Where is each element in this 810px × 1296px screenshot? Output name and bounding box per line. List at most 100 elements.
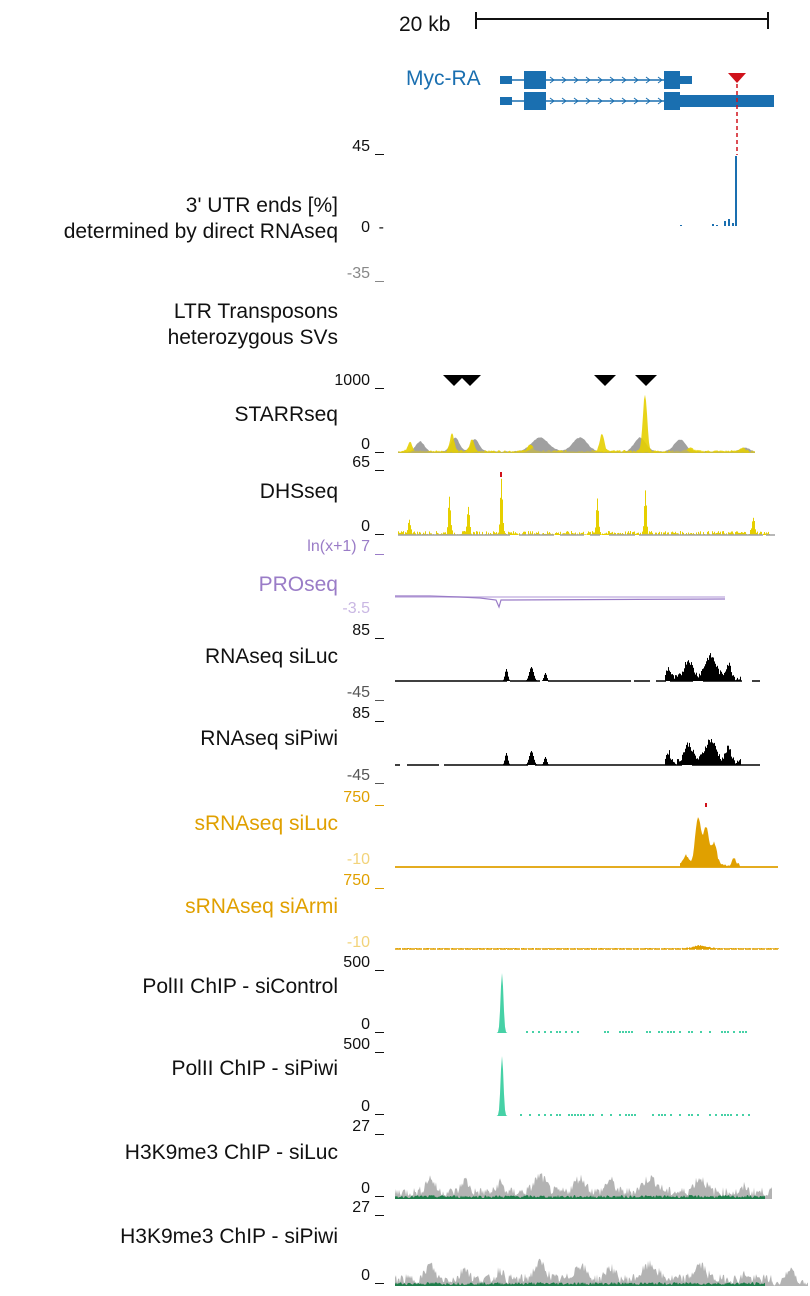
utr-end-marker-icon [728,73,746,83]
srnaseq-siarmi-signal-bar [759,948,760,949]
dhsseq-signal-bar [659,531,660,535]
srnaseq-siarmi-signal-bar [691,947,692,949]
srnaseq-siarmi-signal-bar [738,948,739,949]
rnaseq-sipiwi-signal-exon2-bar [669,750,670,765]
gene-name[interactable]: Myc-RA [406,67,481,90]
srnaseq-siarmi-signal-bar [538,948,539,949]
srnaseq-siarmi-signal-bar [716,948,717,949]
dhsseq-signal-bar [765,533,766,535]
utr-end-bar [735,156,737,226]
srnaseq-siarmi-signal-bar [466,948,467,949]
dhsseq-signal-bar [563,533,564,535]
rnaseq-siluc-signal-exon2-bar [699,673,700,681]
dhsseq-signal-bar [407,530,408,535]
rnaseq-siluc-signal-exon1-bar [508,676,509,681]
dhsseq-signal-bar [573,533,574,535]
srnaseq-siarmi-signal-bar [505,948,506,949]
dhsseq-signal-bar [564,533,565,535]
srnaseq-siarmi-signal-bar [545,948,546,949]
srnaseq-siarmi-signal-bar [649,948,650,949]
dhsseq-signal-bar [647,526,648,535]
rnaseq-sipiwi-signal-exon1-bar [548,764,549,765]
dhsseq-signal-bar [622,533,623,535]
srnaseq-siarmi-signal [396,945,779,949]
dhsseq-signal-bar [479,531,480,535]
polii-sicontrol-noise-bar [538,1031,540,1033]
polii-sicontrol-noise-bar [577,1031,579,1033]
h3k9me3-sipiwi-signal [395,1258,772,1286]
srnaseq-siarmi-signal-bar [714,947,715,949]
srnaseq-siarmi-signal-bar [550,948,551,949]
dhsseq-signal-bar [566,531,567,535]
srnaseq-siarmi-signal-bar [700,945,701,949]
srnaseq-siarmi-signal-bar [416,948,417,949]
rnaseq-sipiwi-signal-exon2-bar [681,760,682,765]
srnaseq-siarmi-signal-bar [405,948,406,949]
dhsseq-signal-bar [661,532,662,535]
dhsseq-signal-bar [739,532,740,535]
srnaseq-siarmi-signal-bar [591,948,592,949]
srnaseq-siarmi-signal-bar [549,948,550,949]
srnaseq-siarmi-signal-bar [606,948,607,949]
srnaseq-siarmi-signal-bar [496,948,497,949]
srnaseq-siarmi-signal-bar [587,948,588,949]
dhsseq-signal-bar [628,531,629,535]
srnaseq-siarmi-signal-bar [480,948,481,949]
srnaseq-siarmi-signal-bar [772,948,773,949]
track-label-h3k9me3-siluc: H3K9me3 ChIP - siLuc [124,1141,338,1164]
dhsseq-signal-bar [658,532,659,535]
rnaseq-siluc-signal-exon2-bar [735,680,736,681]
rnaseq-siluc-signal-exon2-bar [682,671,683,681]
srnaseq-siarmi-signal-bar [408,948,409,949]
dhsseq-signal-bar [649,531,650,535]
dhsseq-signal-bar [451,525,452,535]
srnaseq-siarmi-signal-bar [598,948,599,949]
rnaseq-siluc-signal-exon2-bar [673,675,674,681]
dhsseq-signal-bar [593,532,594,535]
dhsseq-signal-bar [588,531,589,535]
dhsseq-signal-bar [745,532,746,535]
rnaseq-siluc-signal-exon2-bar [680,673,681,681]
dhsseq-signal-bar [614,532,615,535]
srnaseq-siarmi-signal-bar [442,948,443,949]
rnaseq-sipiwi-signal-exon2-bar [699,756,700,765]
dhsseq-signal-bar [726,533,727,535]
dhsseq-signal-bar [720,531,721,535]
rnaseq-sipiwi-signal-exon2-bar [726,752,727,765]
rnaseq-sipiwi-signal-exon2-bar [714,742,715,765]
dhsseq-signal-bar [763,533,764,535]
srnaseq-siarmi-signal-bar [752,948,753,949]
srnaseq-siarmi-signal-bar [735,948,736,949]
rnaseq-siluc-signal-exon2-bar [667,670,668,681]
srnaseq-siarmi-signal-bar [519,948,520,949]
dhsseq-signal-bar [761,531,762,535]
utr-end-bar [712,224,714,226]
dhsseq-signal-bar [603,534,604,535]
srnaseq-siarmi-signal-bar [400,948,401,949]
polii-sicontrol-noise-bar [565,1031,567,1033]
rnaseq-siluc-signal-exon2-bar [739,679,740,681]
srnaseq-siarmi-signal-bar [686,947,687,949]
srnaseq-siarmi-signal-bar [516,948,517,949]
dhsseq-signal-bar [488,532,489,535]
rnaseq-siluc-signal-exon2-bar [711,657,712,681]
dhsseq-signal-bar [604,533,605,535]
srnaseq-siarmi-signal-bar [555,948,556,949]
polii-sicontrol-noise-bar [526,1031,528,1033]
dhsseq-signal-bar [513,531,514,535]
rnaseq-siluc-signal-exon2-bar [737,677,738,681]
srnaseq-siarmi-signal-bar [647,948,648,949]
rnaseq-sipiwi-signal-exon2-bar [687,742,688,765]
rnaseq-sipiwi-signal-exon2-bar [737,760,738,765]
rnaseq-sipiwi-signal-exon1-bar [547,762,548,765]
dhsseq-signal-bar [723,531,724,535]
dhsseq-signal-bar [406,532,407,535]
srnaseq-siarmi-signal-bar [645,948,646,949]
dhsseq-signal-bar [651,531,652,535]
dhsseq-signal-bar [632,532,633,535]
dhsseq-signal-bar [731,531,732,535]
srnaseq-siarmi-signal-bar [464,948,465,949]
polii-sipiwi-noise-bar [697,1114,699,1116]
gene-strand-arrow [657,76,663,84]
dhsseq-signal-bar [586,534,587,535]
